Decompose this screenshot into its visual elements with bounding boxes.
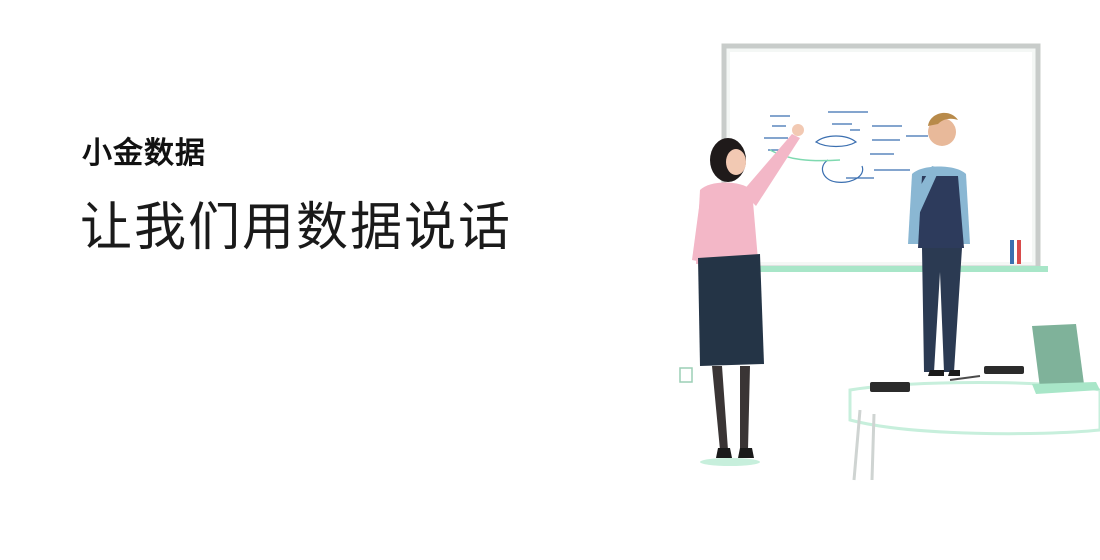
whiteboard — [721, 43, 1048, 272]
meeting-table — [848, 324, 1100, 481]
whiteboard-presentation-illustration — [679, 43, 1100, 481]
hero-tagline: 让我们用数据说话 — [80, 198, 513, 258]
man-figure — [908, 112, 970, 376]
wall-outlet — [679, 367, 693, 383]
brand-title: 小金数据 — [82, 136, 206, 171]
woman-figure — [692, 124, 804, 466]
